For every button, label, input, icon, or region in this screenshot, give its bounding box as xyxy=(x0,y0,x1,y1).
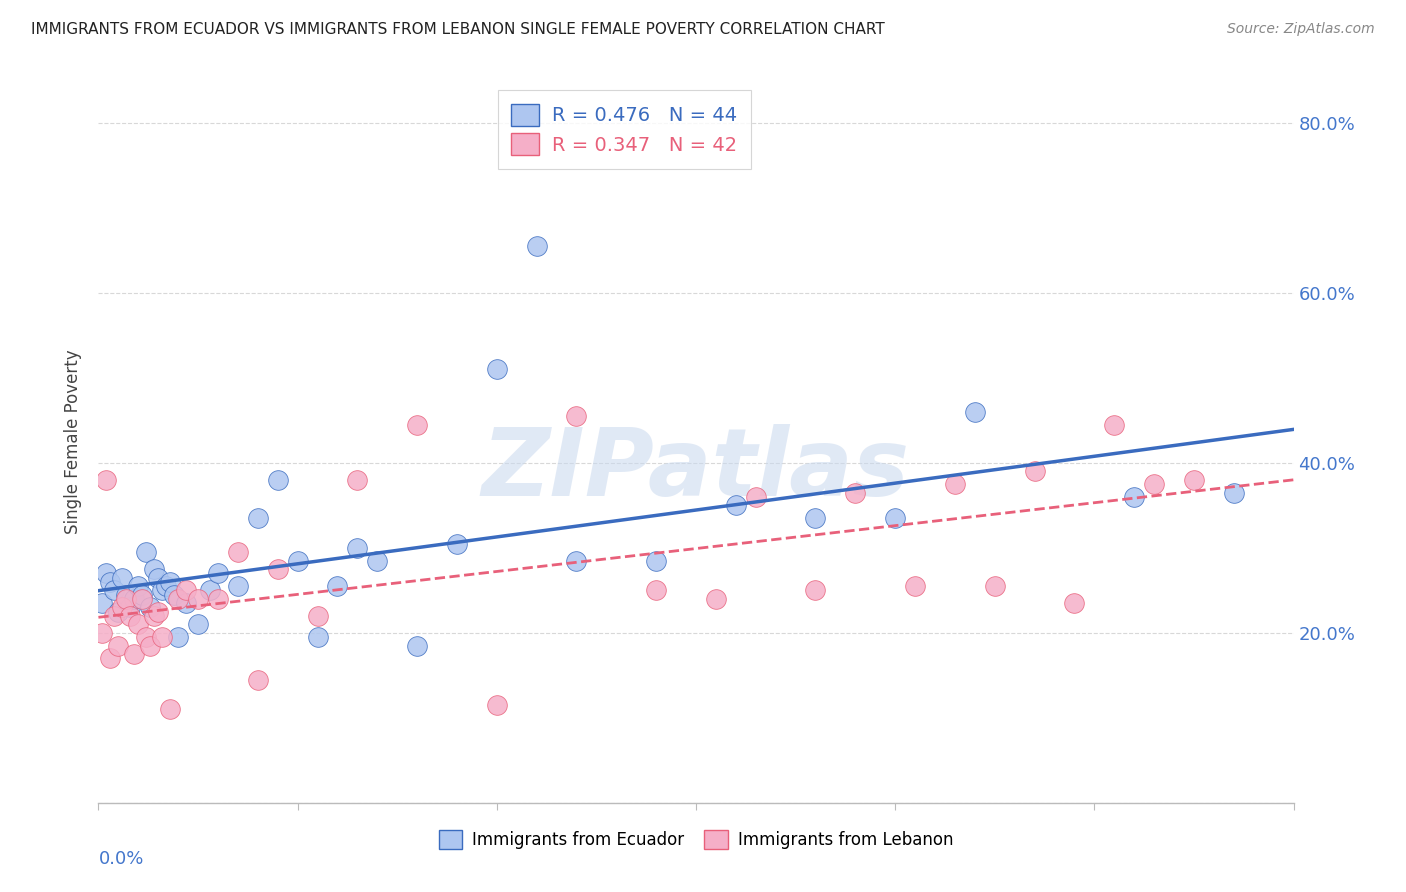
Point xyxy=(139,639,162,653)
Point xyxy=(159,574,181,589)
Point xyxy=(131,588,153,602)
Point xyxy=(724,498,747,512)
Point xyxy=(844,485,866,500)
Point xyxy=(127,617,149,632)
Point xyxy=(91,625,114,640)
Point xyxy=(187,591,209,606)
Point xyxy=(207,566,229,581)
Point xyxy=(139,600,162,615)
Point xyxy=(174,583,197,598)
Point xyxy=(943,477,966,491)
Point xyxy=(485,362,508,376)
Point xyxy=(148,605,170,619)
Point xyxy=(150,630,173,644)
Point xyxy=(645,553,668,567)
Point xyxy=(98,651,122,665)
Point xyxy=(804,511,827,525)
Point xyxy=(307,630,329,644)
Point xyxy=(96,566,118,581)
Point xyxy=(187,617,209,632)
Point xyxy=(1123,490,1146,504)
Point xyxy=(96,473,118,487)
Point xyxy=(565,553,588,567)
Point xyxy=(148,570,170,584)
Point xyxy=(91,596,114,610)
Point xyxy=(127,579,149,593)
Point xyxy=(267,473,290,487)
Point xyxy=(111,570,134,584)
Point xyxy=(246,673,269,687)
Point xyxy=(98,574,122,589)
Point xyxy=(103,583,125,598)
Point xyxy=(115,588,138,602)
Point xyxy=(307,608,329,623)
Point xyxy=(745,490,768,504)
Point xyxy=(804,583,827,598)
Point xyxy=(124,591,146,606)
Text: IMMIGRANTS FROM ECUADOR VS IMMIGRANTS FROM LEBANON SINGLE FEMALE POVERTY CORRELA: IMMIGRANTS FROM ECUADOR VS IMMIGRANTS FR… xyxy=(31,22,884,37)
Text: 0.0%: 0.0% xyxy=(98,850,143,868)
Y-axis label: Single Female Poverty: Single Female Poverty xyxy=(65,350,83,533)
Point xyxy=(159,702,181,716)
Point xyxy=(346,541,368,555)
Point xyxy=(526,239,548,253)
Point xyxy=(163,588,186,602)
Point xyxy=(406,417,429,432)
Point xyxy=(1143,477,1166,491)
Text: Source: ZipAtlas.com: Source: ZipAtlas.com xyxy=(1227,22,1375,37)
Legend: R = 0.476   N = 44, R = 0.347   N = 42: R = 0.476 N = 44, R = 0.347 N = 42 xyxy=(498,90,751,169)
Point xyxy=(120,600,142,615)
Point xyxy=(1024,464,1046,478)
Point xyxy=(167,630,190,644)
Point xyxy=(131,591,153,606)
Point xyxy=(150,583,173,598)
Point xyxy=(174,596,197,610)
Point xyxy=(115,591,138,606)
Point xyxy=(366,553,388,567)
Point xyxy=(246,511,269,525)
Point xyxy=(226,579,249,593)
Point xyxy=(207,591,229,606)
Point xyxy=(267,562,290,576)
Point xyxy=(167,591,190,606)
Point xyxy=(103,608,125,623)
Point xyxy=(287,553,309,567)
Point xyxy=(704,591,727,606)
Point xyxy=(904,579,927,593)
Point xyxy=(1182,473,1205,487)
Point xyxy=(198,583,221,598)
Point xyxy=(406,639,429,653)
Point xyxy=(963,405,986,419)
Point xyxy=(107,639,129,653)
Point xyxy=(1063,596,1085,610)
Point xyxy=(884,511,907,525)
Point xyxy=(485,698,508,712)
Point xyxy=(446,536,468,550)
Text: ZIPatlas: ZIPatlas xyxy=(482,425,910,516)
Point xyxy=(226,545,249,559)
Point xyxy=(135,630,157,644)
Point xyxy=(111,600,134,615)
Point xyxy=(120,608,142,623)
Point xyxy=(984,579,1007,593)
Point xyxy=(143,562,166,576)
Point xyxy=(645,583,668,598)
Point xyxy=(1223,485,1246,500)
Point xyxy=(135,545,157,559)
Point xyxy=(143,608,166,623)
Point xyxy=(1104,417,1126,432)
Point xyxy=(565,409,588,423)
Point xyxy=(107,605,129,619)
Point xyxy=(124,647,146,661)
Point xyxy=(155,579,177,593)
Point xyxy=(346,473,368,487)
Point xyxy=(326,579,349,593)
